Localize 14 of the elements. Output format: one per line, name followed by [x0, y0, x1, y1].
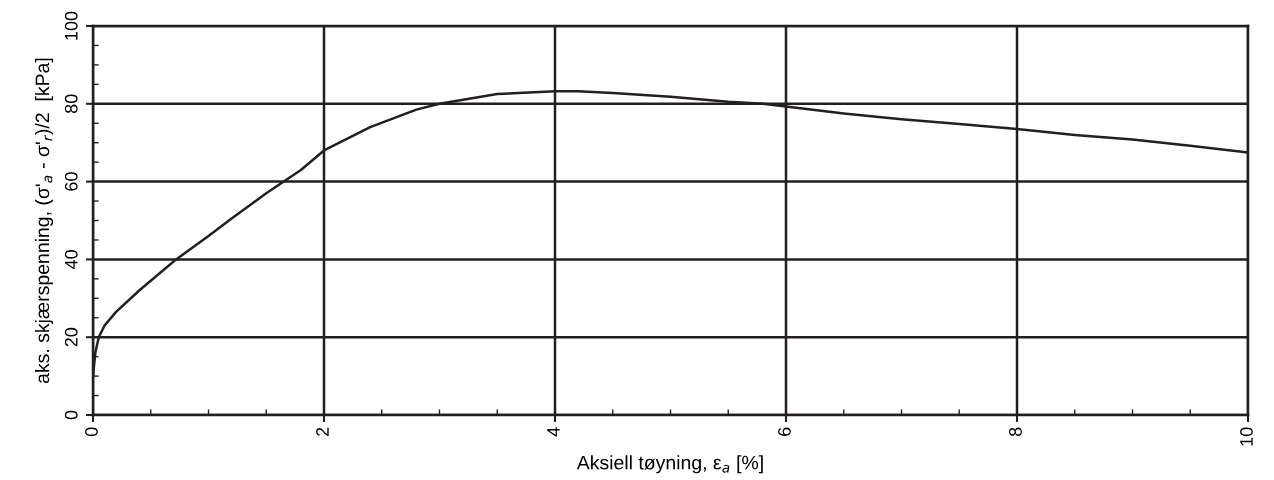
- x-tick-label: 4: [547, 427, 560, 437]
- y-tick-label: 80: [64, 94, 78, 114]
- x-tick-label: 6: [778, 427, 791, 436]
- x-tick-label: 0: [85, 427, 98, 437]
- x-axis-title: Aksiell tøyning, ε$_{a}$ [%]: [576, 455, 763, 474]
- x-tick-label: 10: [1240, 427, 1253, 446]
- y-axis-title: aks. skjærspenning, (σ'$_{a}$ - σ'$_{r}$)/2 [kPa]: [34, 58, 54, 384]
- y-tick-label: 0: [64, 410, 78, 420]
- y-tick-label: 20: [64, 327, 78, 347]
- y-tick-label: 40: [64, 250, 78, 270]
- x-tick-label: 2: [316, 427, 329, 436]
- y-tick-label: 100: [64, 11, 78, 40]
- y-tick-label: 60: [64, 172, 78, 191]
- x-tick-label: 8: [1009, 427, 1022, 437]
